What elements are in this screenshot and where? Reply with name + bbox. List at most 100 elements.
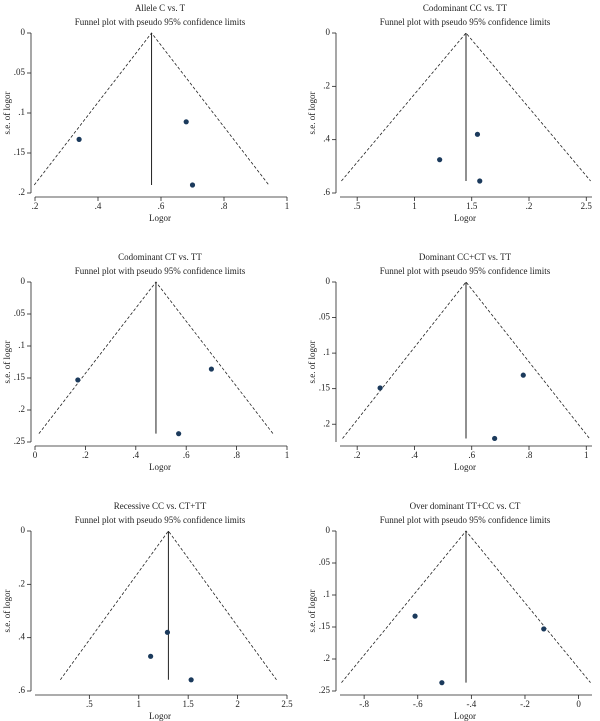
y-axis-label: s.e. of logor (307, 341, 317, 384)
y-tick-label: .25 (319, 685, 331, 695)
x-tick-label: -.8 (359, 699, 369, 709)
x-tick-label: 1 (285, 450, 290, 460)
y-tick-label: 0 (326, 525, 331, 535)
y-tick-label: .2 (18, 578, 25, 588)
chart-title: Codominant CT vs. TT (118, 252, 202, 262)
study-point (412, 613, 418, 619)
x-tick-label: .8 (526, 450, 533, 460)
x-axis-label: Logor (149, 462, 171, 472)
x-tick-label: .2 (526, 201, 533, 211)
y-tick-label: .1 (18, 340, 25, 350)
x-tick-label: 1 (412, 201, 417, 211)
study-point (439, 680, 445, 686)
y-tick-label: .6 (323, 187, 330, 197)
study-point (541, 626, 547, 632)
y-tick-label: .05 (319, 557, 331, 567)
x-tick-label: 0 (33, 450, 38, 460)
x-tick-label: .8 (233, 450, 240, 460)
y-axis-label: s.e. of logor (2, 92, 12, 135)
x-tick-label: 2.5 (581, 201, 593, 211)
chart-subtitle: Funnel plot with pseudo 95% confidence l… (75, 17, 246, 27)
y-tick-label: .15 (319, 621, 331, 631)
study-point (492, 435, 498, 442)
y-axis-label: s.e. of logor (307, 590, 317, 633)
y-tick-label: .25 (14, 436, 26, 446)
x-tick-label: 1 (584, 450, 589, 460)
y-tick-label: .05 (14, 67, 26, 77)
confidence-limits (33, 32, 270, 186)
y-tick-label: .2 (18, 187, 25, 197)
y-axis-label: s.e. of logor (2, 341, 12, 384)
x-tick-label: -.2 (520, 699, 530, 709)
chart-subtitle: Funnel plot with pseudo 95% confidence l… (380, 515, 551, 525)
study-point (208, 366, 214, 372)
study-point (164, 629, 171, 635)
x-tick-label: .4 (132, 450, 139, 460)
x-tick-label: .5 (86, 699, 93, 709)
y-tick-label: .15 (14, 372, 26, 382)
chart-title: Recessive CC vs. CT+TT (114, 501, 207, 511)
y-tick-label: .15 (14, 147, 26, 157)
study-point (188, 677, 194, 683)
confidence-limits (341, 32, 591, 182)
study-point (75, 377, 81, 383)
x-tick-label: 2 (235, 699, 240, 709)
x-tick-label: .4 (411, 450, 418, 460)
confidence-limits (38, 281, 274, 434)
study-point (477, 178, 483, 184)
x-tick-label: 0 (576, 699, 581, 709)
chart-title: Over dominant TT+CC vs. CT (410, 501, 521, 511)
confidence-limits (342, 281, 590, 439)
x-axis-label: Logor (149, 213, 171, 223)
chart-title: Dominant CC+CT vs. TT (419, 252, 512, 262)
y-axis-label: s.e. of logor (307, 92, 317, 135)
x-axis-label: Logor (454, 462, 476, 472)
x-tick-label: .6 (468, 450, 475, 460)
chart-subtitle: Funnel plot with pseudo 95% confidence l… (380, 266, 551, 276)
y-tick-label: .4 (323, 134, 330, 144)
study-point (474, 131, 481, 137)
y-tick-label: 0 (326, 276, 331, 286)
x-tick-label: 1 (285, 201, 290, 211)
x-axis-label: Logor (149, 711, 171, 721)
y-tick-label: .05 (14, 308, 26, 318)
study-point (76, 136, 82, 142)
study-point (183, 119, 189, 125)
x-tick-label: .2 (82, 450, 89, 460)
x-tick-label: 2.5 (281, 699, 293, 709)
chart-title: Codominant CC vs. TT (423, 3, 508, 13)
x-tick-label: .6 (158, 201, 165, 211)
x-tick-label: -.4 (466, 699, 476, 709)
x-tick-label: .5 (354, 201, 361, 211)
chart-subtitle: Funnel plot with pseudo 95% confidence l… (380, 17, 551, 27)
y-tick-label: .15 (319, 383, 331, 393)
study-point (189, 182, 196, 188)
confidence-limits (341, 530, 591, 683)
x-tick-label: .4 (95, 201, 102, 211)
study-point (520, 372, 526, 378)
study-point (148, 653, 154, 659)
x-tick-label: .2 (32, 201, 39, 211)
x-tick-label: 1 (137, 699, 142, 709)
study-point (176, 431, 182, 437)
y-tick-label: .4 (18, 632, 25, 642)
x-tick-label: .8 (221, 201, 228, 211)
x-tick-label: 1.5 (466, 201, 478, 211)
y-tick-label: 0 (21, 27, 26, 37)
chart-subtitle: Funnel plot with pseudo 95% confidence l… (75, 266, 246, 276)
y-tick-label: .2 (323, 418, 330, 428)
y-tick-label: .1 (323, 347, 330, 357)
chart-title: Allele C vs. T (135, 3, 186, 13)
y-tick-label: .2 (323, 653, 330, 663)
y-axis-label: s.e. of logor (2, 590, 12, 633)
y-tick-label: .2 (18, 404, 25, 414)
x-tick-label: .2 (354, 450, 361, 460)
chart-subtitle: Funnel plot with pseudo 95% confidence l… (75, 515, 246, 525)
x-tick-label: -.6 (413, 699, 423, 709)
study-point (437, 157, 443, 163)
y-tick-label: 0 (326, 27, 331, 37)
y-tick-label: .05 (319, 312, 331, 322)
study-point (377, 385, 383, 391)
x-tick-label: 1.5 (183, 699, 195, 709)
